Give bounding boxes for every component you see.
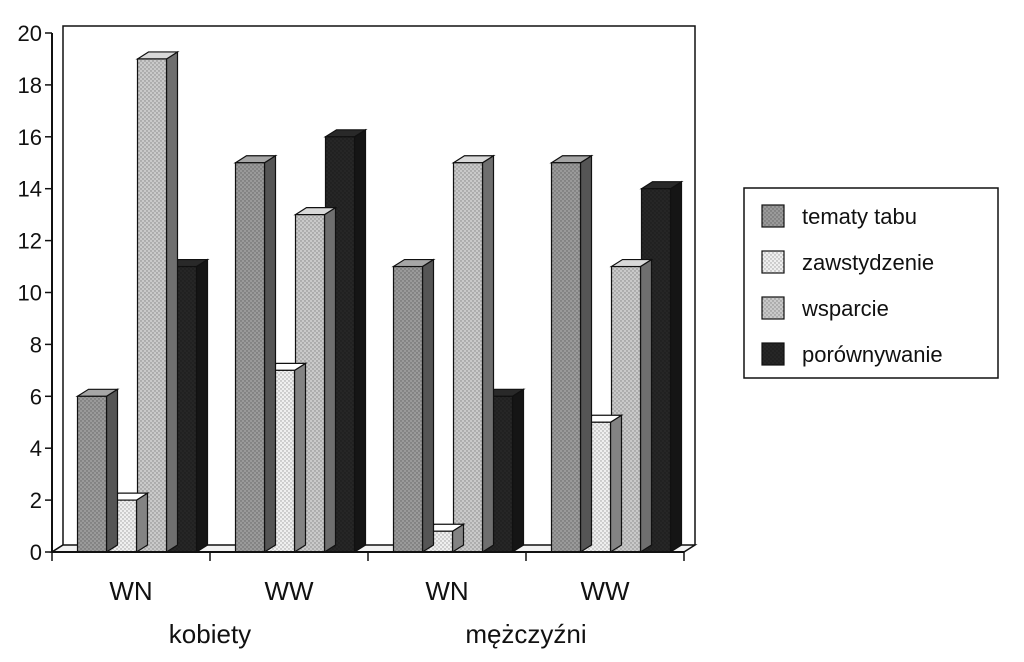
y-tick-label: 16 xyxy=(18,125,42,150)
bar xyxy=(75,388,120,554)
x-tick-label: WW xyxy=(264,576,314,606)
y-tick-label: 10 xyxy=(18,281,42,306)
bar xyxy=(451,154,496,554)
legend-label: tematy tabu xyxy=(802,204,917,229)
legend-label: wsparcie xyxy=(801,296,889,321)
y-tick-label: 8 xyxy=(30,332,42,357)
y-tick-label: 20 xyxy=(18,21,42,46)
legend-label: porównywanie xyxy=(802,342,943,367)
x-tick-label: WW xyxy=(580,576,630,606)
y-tick-label: 0 xyxy=(30,540,42,565)
y-tick-label: 12 xyxy=(18,229,42,254)
bar xyxy=(391,258,436,554)
y-tick-label: 14 xyxy=(18,177,42,202)
x-tick-label: WN xyxy=(425,576,468,606)
y-tick-label: 6 xyxy=(30,384,42,409)
x-tick-label: WN xyxy=(109,576,152,606)
y-tick-label: 2 xyxy=(30,488,42,513)
bar xyxy=(135,50,180,554)
legend-item: tematy tabu xyxy=(761,204,917,229)
y-tick-label: 4 xyxy=(30,436,42,461)
y-tick-label: 18 xyxy=(18,73,42,98)
legend-label: zawstydzenie xyxy=(802,250,934,275)
legend-item: porównywanie xyxy=(761,342,943,367)
bar xyxy=(233,154,278,554)
bar xyxy=(549,154,594,554)
group-label: kobiety xyxy=(169,619,251,649)
group-label: mężczyźni xyxy=(465,619,586,649)
legend-box xyxy=(743,187,999,379)
legend-item: zawstydzenie xyxy=(761,250,934,275)
legend-item: wsparcie xyxy=(761,296,889,321)
